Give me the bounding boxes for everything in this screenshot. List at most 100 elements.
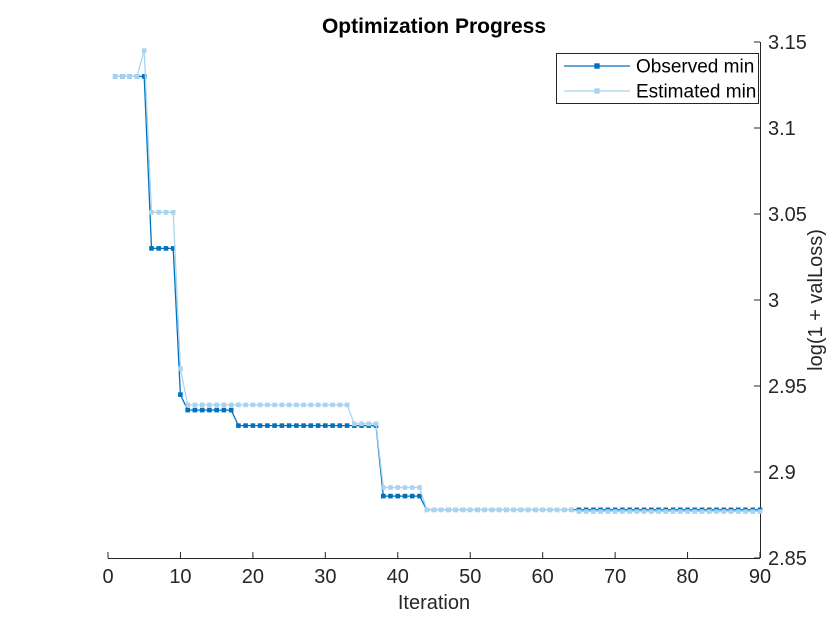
data-marker: [134, 74, 140, 79]
data-marker: [460, 507, 466, 513]
data-marker: [417, 485, 422, 490]
y-tick-label: 2.9: [768, 462, 796, 484]
data-marker: [279, 402, 285, 408]
data-marker: [576, 509, 582, 514]
data-marker: [707, 509, 712, 514]
axes: 0 10 20 30 40 50 60 70 80 902.85 2.9 2.95 3 3.05 3.1 3.…: [102, 32, 807, 588]
data-marker: [438, 507, 444, 513]
data-marker: [359, 421, 364, 427]
data-marker: [141, 74, 147, 79]
data-marker: [337, 402, 343, 408]
x-tick-label: 50: [459, 566, 481, 588]
data-marker: [562, 507, 567, 513]
x-tick-label: 20: [242, 566, 264, 588]
data-marker: [612, 509, 618, 514]
data-series: [112, 48, 763, 514]
data-marker: [120, 74, 125, 79]
data-marker: [685, 509, 690, 514]
legend-entry-label: Estimated min: [636, 82, 756, 103]
data-marker: [337, 423, 343, 428]
data-marker: [344, 402, 350, 408]
data-marker: [265, 423, 270, 428]
data-marker: [663, 509, 669, 514]
data-marker: [656, 509, 661, 514]
data-marker: [185, 407, 190, 413]
data-marker: [228, 407, 234, 413]
data-marker: [641, 509, 647, 514]
x-tick-label: 30: [314, 566, 336, 588]
legend-entry-label: Observed min: [636, 57, 754, 78]
data-marker: [286, 402, 292, 408]
x-tick-label: 10: [169, 566, 191, 588]
data-marker: [721, 509, 727, 514]
data-marker: [750, 509, 756, 514]
data-marker: [243, 423, 248, 428]
data-marker: [156, 246, 161, 251]
legend-entry-observed-min: Observed min: [564, 57, 754, 78]
legend: Observed min Estimated min: [556, 53, 759, 104]
observed-min-line: [115, 75, 760, 511]
data-marker: [192, 402, 198, 408]
data-marker: [757, 509, 763, 514]
data-marker: [192, 407, 198, 413]
data-marker: [141, 48, 147, 53]
estimated-min-markers: [112, 48, 763, 514]
data-marker: [214, 407, 219, 413]
y-tick-label: 3.15: [768, 32, 807, 54]
data-marker: [301, 402, 306, 408]
data-marker: [525, 507, 531, 513]
data-marker: [395, 485, 401, 490]
legend-box: [556, 53, 759, 104]
data-marker: [149, 246, 154, 251]
data-marker: [170, 246, 176, 251]
data-marker: [424, 507, 430, 513]
data-marker: [489, 507, 495, 513]
x-tick-label: 70: [604, 566, 626, 588]
x-tick-label: 80: [676, 566, 698, 588]
data-marker: [214, 402, 219, 408]
data-marker: [315, 402, 321, 408]
series-estimated-min: [112, 48, 763, 514]
x-tick-label: 60: [532, 566, 554, 588]
data-marker: [330, 402, 335, 408]
data-marker: [366, 421, 372, 427]
data-marker: [598, 509, 603, 514]
data-marker: [475, 507, 480, 513]
data-marker: [330, 423, 335, 428]
data-marker: [352, 421, 357, 427]
data-marker: [467, 507, 473, 513]
data-marker: [250, 402, 256, 408]
data-marker: [388, 493, 393, 499]
data-marker: [221, 407, 227, 413]
data-marker: [533, 507, 538, 513]
data-marker: [170, 210, 176, 215]
data-marker: [402, 485, 408, 490]
y-tick-label: 3: [768, 290, 779, 312]
data-marker: [323, 402, 328, 408]
observed-min-markers: [112, 74, 763, 513]
data-marker: [344, 423, 350, 428]
data-marker: [199, 402, 205, 408]
data-marker: [453, 507, 458, 513]
data-marker: [736, 509, 741, 514]
data-marker: [178, 366, 183, 372]
x-axis: 0 10 20 30 40 50 60 70 80 90: [102, 552, 771, 588]
data-marker: [511, 507, 516, 513]
data-marker: [272, 402, 277, 408]
data-marker: [410, 493, 415, 499]
legend-marker-sample: [594, 63, 600, 69]
data-marker: [699, 509, 705, 514]
data-marker: [185, 402, 190, 408]
data-marker: [308, 423, 314, 428]
y-tick-label: 3.05: [768, 204, 807, 226]
data-marker: [410, 485, 415, 490]
data-marker: [504, 507, 509, 513]
data-marker: [482, 507, 487, 513]
legend-entry-estimated-min: Estimated min: [564, 82, 756, 103]
data-marker: [221, 402, 227, 408]
data-marker: [156, 210, 161, 215]
x-tick-label: 0: [102, 566, 113, 588]
data-marker: [728, 509, 734, 514]
